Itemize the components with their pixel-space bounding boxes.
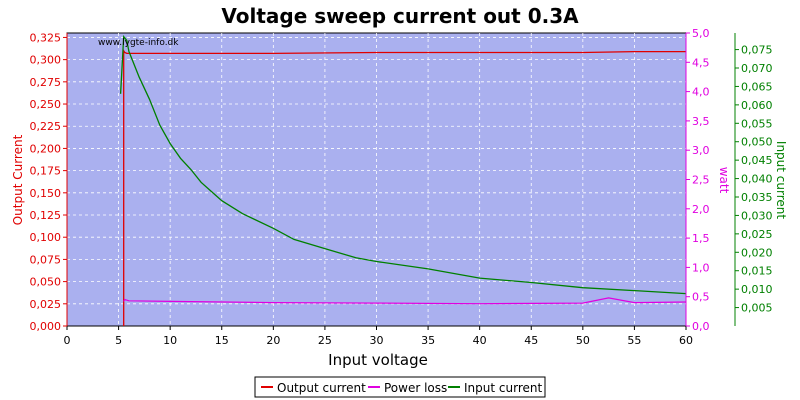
x-tick-label-5: 25: [318, 334, 332, 347]
yleft-tick-label-7: 0,175: [30, 165, 62, 178]
yright2-tick-label-9: 0,050: [741, 136, 773, 149]
x-tick-label-3: 15: [215, 334, 229, 347]
yleft-tick-label-8: 0,200: [30, 142, 62, 155]
yleft-tick-label-3: 0,075: [30, 253, 62, 266]
x-axis-label: Input voltage: [328, 351, 428, 369]
series-line-output-current: [123, 48, 686, 326]
yright1-tick-label-0: 0,0: [692, 320, 710, 333]
yright1-tick-label-6: 3,0: [692, 144, 710, 157]
yright2-tick-label-10: 0,055: [741, 117, 773, 130]
series-power-loss: [123, 297, 687, 305]
x-tick-label-10: 50: [576, 334, 590, 347]
x-tick-label-8: 40: [473, 334, 487, 347]
series-input-current: [119, 35, 687, 295]
legend: Output current Power loss Input current: [254, 376, 546, 398]
x-tick-label-0: 0: [64, 334, 71, 347]
y-axis-right-watt: 0,0 0,5 1,0 1,5 2,0 2,5 3,0 3,5 4,0 4,5 5,0: [685, 27, 710, 333]
yleft-tick-label-10: 0,250: [30, 98, 62, 111]
yright2-tick-label-6: 0,035: [741, 191, 773, 204]
grid-lines: [67, 33, 686, 326]
legend-label-output-current: Output current: [277, 381, 366, 395]
yleft-tick-label-6: 0,150: [30, 187, 62, 200]
y-axis-right-input-current: 0,005 0,010 0,015 0,020 0,025 0,030 0,035 0,040…: [734, 33, 773, 326]
x-tick-label-7: 35: [421, 334, 435, 347]
yright1-tick-label-5: 2,5: [692, 174, 710, 187]
yleft-tick-label-11: 0,275: [30, 76, 62, 89]
yleft-tick-label-0: 0,000: [30, 320, 62, 333]
yright1-tick-label-8: 4,0: [692, 86, 710, 99]
yright2-tick-label-2: 0,015: [741, 265, 773, 278]
y-right-input-current-label: Input current: [774, 141, 788, 219]
x-tick-label-11: 55: [627, 334, 641, 347]
x-tick-label-12: 60: [679, 334, 693, 347]
legend-box: [254, 376, 546, 398]
yright1-tick-label-2: 1,0: [692, 261, 710, 274]
legend-label-input-current: Input current: [464, 381, 542, 395]
series-line-power-loss: [123, 297, 687, 305]
yright2-tick-label-7: 0,040: [741, 173, 773, 186]
yright1-tick-label-3: 1,5: [692, 232, 710, 245]
yright2-tick-label-5: 0,030: [741, 209, 773, 222]
yleft-tick-label-2: 0,050: [30, 276, 62, 289]
yright2-tick-label-11: 0,060: [741, 99, 773, 112]
yright1-tick-label-10: 5,0: [692, 27, 710, 40]
y-right-watt-label: watt: [717, 167, 731, 194]
y-left-axis-label: Output Current: [11, 134, 25, 225]
watermark: www.lygte-info.dk: [98, 38, 179, 48]
legend-label-power-loss: Power loss: [384, 381, 447, 395]
x-tick-label-9: 45: [524, 334, 538, 347]
chart-title: Voltage sweep current out 0.3A: [221, 4, 579, 28]
x-tick-label-6: 30: [370, 334, 384, 347]
x-axis: 0 5 10 15 20 25 30 35 40 45 50 55 60: [64, 326, 693, 347]
yleft-tick-label-9: 0,225: [30, 120, 62, 133]
yright1-tick-label-7: 3,5: [692, 115, 710, 128]
yleft-tick-label-4: 0,100: [30, 231, 62, 244]
yright1-tick-label-1: 0,5: [692, 291, 710, 304]
series-output-current: [123, 48, 686, 326]
yright1-tick-label-4: 2,0: [692, 203, 710, 216]
yright2-tick-label-0: 0,005: [741, 302, 773, 315]
x-tick-label-4: 20: [266, 334, 280, 347]
yleft-tick-label-12: 0,300: [30, 54, 62, 67]
yright2-tick-label-13: 0,070: [741, 62, 773, 75]
yright2-tick-label-12: 0,065: [741, 80, 773, 93]
yright2-tick-label-8: 0,045: [741, 154, 773, 167]
yright2-tick-label-3: 0,020: [741, 246, 773, 259]
yright2-tick-label-4: 0,025: [741, 228, 773, 241]
yright2-tick-label-1: 0,010: [741, 283, 773, 296]
yleft-tick-label-1: 0,025: [30, 298, 62, 311]
x-tick-label-1: 5: [115, 334, 122, 347]
yleft-tick-label-13: 0,325: [30, 31, 62, 44]
yleft-tick-label-5: 0,125: [30, 209, 62, 222]
yright1-tick-label-9: 4,5: [692, 56, 710, 69]
x-tick-label-2: 10: [163, 334, 177, 347]
yright2-tick-label-14: 0,075: [741, 44, 773, 57]
series-line-input-current: [119, 35, 687, 295]
y-axis-left: 0,000 0,025 0,050 0,075 0,100 0,125 0,150 0,175…: [30, 31, 68, 333]
